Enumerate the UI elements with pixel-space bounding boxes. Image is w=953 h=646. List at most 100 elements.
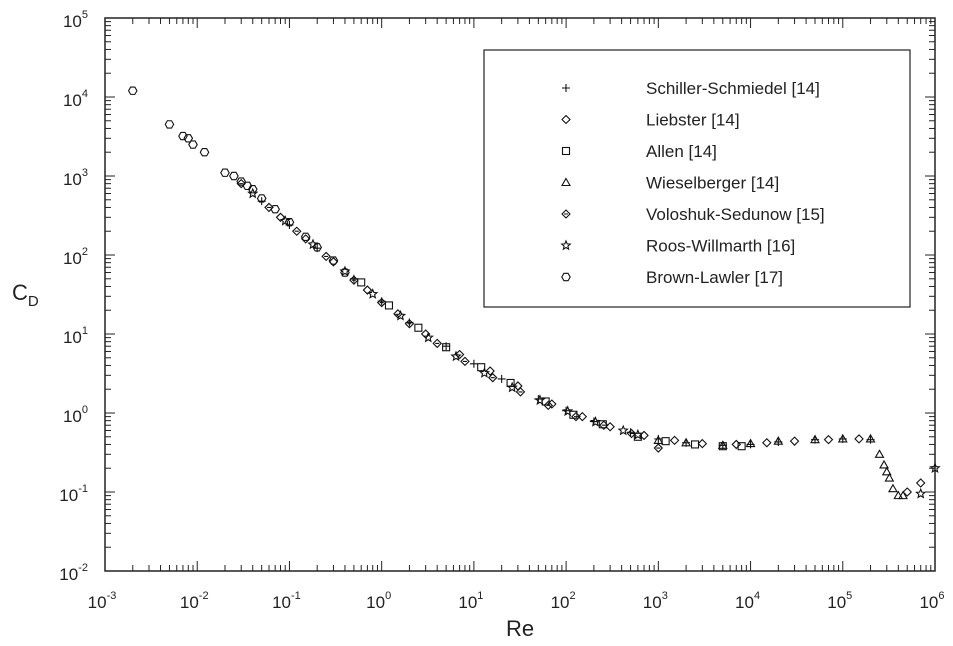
data-point [589,416,602,427]
data-point [414,323,423,332]
data-point [626,428,637,439]
x-tick-label: 106 [919,590,944,612]
data-point [717,440,728,449]
y-tick-label: 10-2 [59,562,88,584]
x-tick-label: 100 [366,590,391,612]
data-point [854,434,864,444]
data-point [284,218,295,227]
data-point [321,251,331,262]
legend-entry: Allen [14] [561,142,717,161]
y-tick-label: 101 [63,325,88,347]
data-point [605,421,615,432]
data-point [394,309,407,321]
data-point [404,318,415,329]
legend-marker [560,239,572,251]
data-point [915,478,926,488]
y-axis-title-main: C [12,280,28,305]
data-point [264,202,274,213]
x-axis-title: Re [506,616,534,641]
data-point [669,435,680,446]
data-point [881,466,892,476]
legend-label: Brown-Lawler [17] [646,268,783,287]
data-point [731,439,742,450]
data-point [328,256,339,265]
data-point [562,405,574,417]
y-tick-label: 103 [63,167,88,189]
data-point [879,459,889,469]
data-point [127,86,138,95]
data-point [789,436,800,446]
data-point [442,343,451,352]
data-point [242,181,253,191]
data-point [506,381,518,393]
legend-marker [561,114,571,125]
data-points [127,86,941,500]
x-tick-label: 10-2 [180,590,209,612]
x-tick-label: 10-1 [272,590,301,612]
y-tick-labels: 10-2 10-1 100 101 102 103 104 105 [59,9,88,584]
series-1 [275,212,926,497]
x-tick-label: 104 [735,590,760,612]
data-point [220,168,230,177]
data-point [661,437,670,446]
x-tick-labels: 10-3 10-2 10-1 100 101 102 103 104 105 106 [88,590,945,612]
x-tick-label: 103 [643,590,668,612]
data-point [874,449,885,458]
data-point [773,436,784,445]
legend-marker [561,177,571,187]
data-point [188,140,198,149]
data-point [357,278,366,287]
data-point [690,440,700,449]
series-3 [653,433,908,500]
data-point [893,490,904,500]
data-point [697,438,708,449]
data-point [617,424,629,436]
legend-marker [562,84,570,92]
data-point [367,288,379,299]
data-point [762,437,772,448]
legend-entry: Brown-Lawler [17] [561,268,783,287]
data-point [865,433,876,443]
data-point [737,442,746,451]
data-point [598,420,609,431]
y-tick-label: 10-1 [59,483,88,505]
legend: Schiller-Schmiedel [14] Liebster [14] Alle… [483,49,911,308]
data-point [571,411,581,422]
data-point [487,372,498,383]
data-point [477,363,486,372]
y-tick-label: 105 [63,9,88,31]
data-point [460,356,470,367]
data-point [718,442,727,451]
data-point [236,178,247,189]
legend-label: Voloshuk-Sedunow [15] [646,205,825,224]
data-point [247,185,258,194]
legend-entry: Roos-Willmarth [16] [560,237,795,256]
legend-label: Allen [14] [646,142,717,161]
data-point [915,487,927,499]
data-point [384,301,394,310]
data-point [469,359,478,368]
data-point [497,374,506,383]
data-point [328,257,339,267]
data-point [543,400,554,411]
data-point [422,331,434,343]
data-point [270,205,280,214]
axis-ticks [104,17,936,572]
data-point [275,212,286,223]
series-6 [127,86,350,277]
data-point [653,443,664,453]
legend-box [483,49,911,308]
series-4 [236,178,664,453]
data-point [312,243,323,252]
series-5 [247,187,941,499]
data-point [632,428,644,440]
data-point [247,187,259,199]
data-point [929,462,941,474]
data-point [279,214,291,226]
data-point [745,438,756,448]
data-point [884,472,895,482]
legend-entry: Wieselberger [14] [561,174,779,193]
data-point [300,234,311,244]
data-point [589,417,598,426]
